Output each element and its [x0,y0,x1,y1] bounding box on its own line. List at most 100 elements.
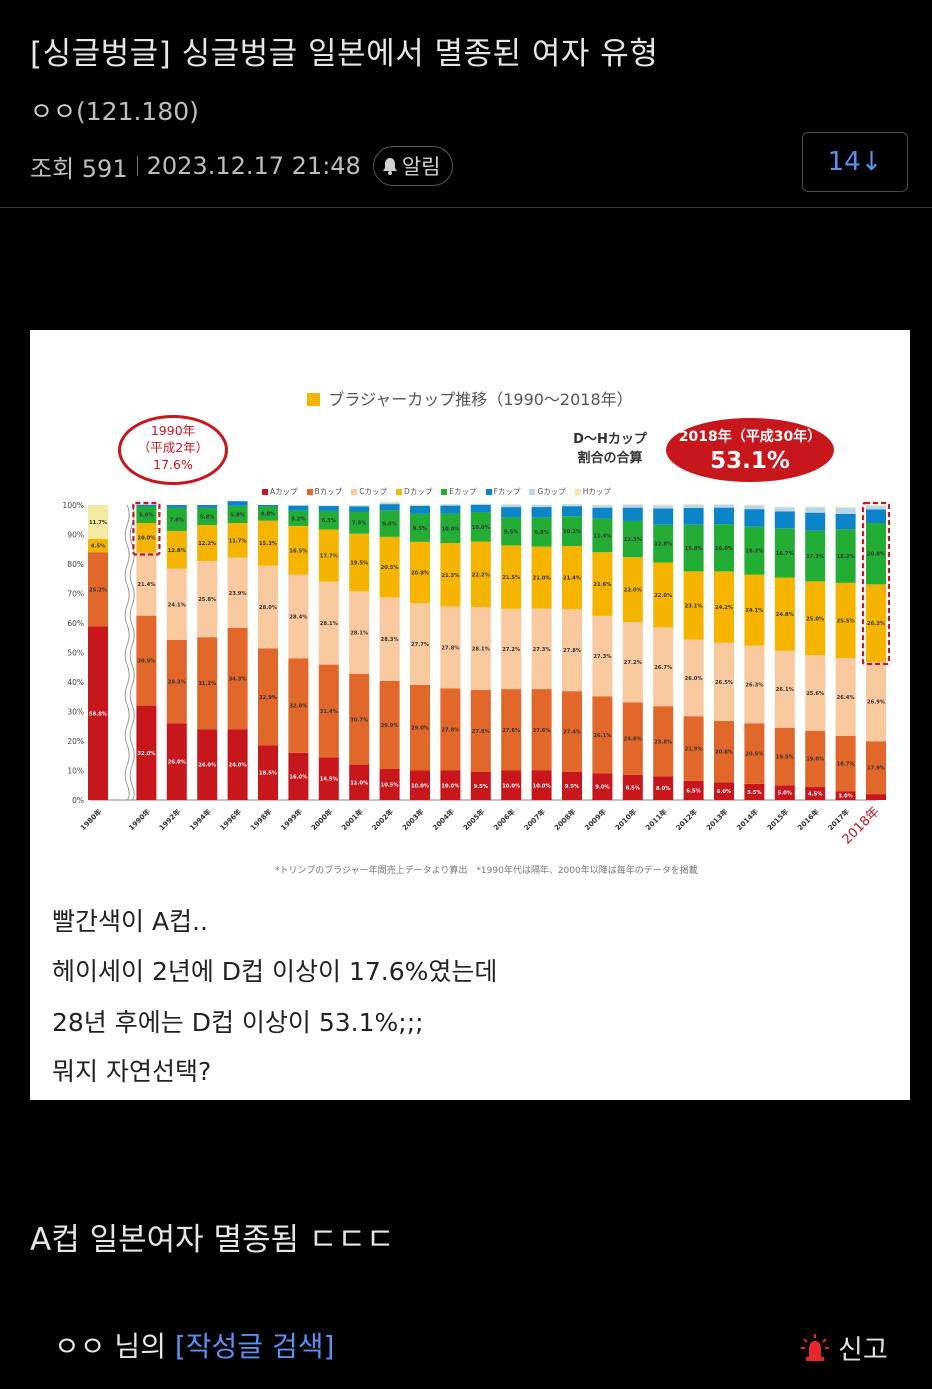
data-label: 11.7% [89,520,108,526]
y-tick-label: 30% [67,708,84,717]
legend-label: Aカップ [270,487,298,496]
x-tick-label: 2009年 [583,807,608,832]
bar-segment [258,648,278,746]
bar-segment [774,785,795,800]
bar-segment [653,524,674,563]
data-label: 28.1% [320,621,339,627]
data-label: 6.3% [322,518,337,524]
bar-segment [592,518,613,553]
author-ip: (121.180) [76,97,199,126]
bar-segment [501,770,522,800]
bar-segment [622,504,643,505]
x-tick-label: 2016年 [796,807,821,832]
bar-segment [166,639,187,724]
bar-segment [866,522,886,585]
x-tick-label: 2011年 [644,807,669,832]
data-label: 24.2% [715,605,734,611]
bar-segment [440,543,461,607]
search-posts-link[interactable]: [작성글 검색] [174,1330,335,1363]
bar-segment [562,504,582,507]
bell-icon [382,158,397,175]
bar-segment [866,584,886,662]
bar-segment [774,650,795,728]
data-label: 32.0% [137,751,156,757]
bar-segment [410,541,430,604]
author-name[interactable]: ㅇㅇ [30,97,77,126]
bar-segment [136,615,157,706]
data-label: 21.5% [441,573,460,579]
data-label: 25.8% [198,597,217,603]
data-label: 10.0% [137,536,156,542]
bar-segment [531,608,552,690]
data-label: 22.0% [654,593,673,599]
bar-segment [835,582,856,659]
bar-segment [835,658,856,736]
bar-segment [136,504,157,507]
bar-segment [714,524,734,572]
bar-segment [410,684,430,771]
data-label: 31.4% [320,709,339,715]
report-button[interactable]: 신고 [800,1328,888,1367]
stacked-bar-chart: 0% 10% 20% 30% 40% 50% 60% 70% 80% 90% 100% 58.8% 25… [63,501,891,847]
bar-segment [88,538,108,553]
bar-segment [805,507,826,513]
legend-item: Fカップ [485,486,520,497]
bubble-1990-line3: 17.6% [153,457,193,472]
comment-count-button[interactable]: 14↓ [802,132,908,192]
chart-title-text: ブラジャーカップ推移（1990〜2018年） [328,390,633,409]
data-label: 15.8% [685,546,704,552]
legend-swatch [574,488,581,495]
bar-segment [410,504,430,505]
data-label: 4.5% [808,791,823,797]
legend-label: Dカップ [404,487,433,496]
data-label: 22.0% [624,588,643,594]
bar-segment [562,503,582,505]
y-tick-label: 20% [67,737,84,746]
bar-segment [227,729,248,800]
data-label: 27.7% [411,642,430,648]
bar-segment [470,541,491,608]
bar-segment [774,577,795,651]
bar-segment [653,627,674,707]
bar-segment [805,581,826,656]
bar-segment [166,530,187,569]
bar-segment [470,505,491,513]
data-label: 28.1% [472,647,491,653]
data-label: 25.6% [806,691,825,697]
bar-segment [349,533,370,592]
bar-segment [774,507,795,512]
bar-segment [744,783,765,800]
data-label: 9.5% [474,784,489,790]
bar-segment [227,501,248,506]
bar-segment [835,507,856,508]
bar-segment [835,529,856,583]
bar-segment [379,504,400,511]
data-label: 26.7% [654,665,673,671]
bar-segment [714,571,734,643]
bar-segment [714,642,734,721]
y-tick-label: 90% [67,531,84,540]
x-tick-label: 2006年 [492,807,517,832]
bubble-2018: 2018年（平成30年） 53.1% [666,418,834,482]
bar-segment [866,741,886,795]
bar-segment [774,506,795,508]
data-label: 26.3% [745,683,764,689]
bar-segment [227,522,248,558]
data-label: 12.3% [624,537,643,543]
data-label: 23.9% [229,591,248,597]
post-author[interactable]: ㅇㅇ(121.180) [30,92,199,128]
alarm-button[interactable]: 알림 [372,146,454,186]
bar-segment [501,689,522,771]
bar-segment [683,524,704,572]
data-label: 27.3% [533,647,552,653]
data-label: 27.6% [533,728,552,734]
data-label: 5.8% [230,512,245,518]
data-label: 10.1% [563,529,582,535]
bar-segment [440,505,461,514]
data-label: 4.8% [261,512,276,518]
data-label: 27.8% [563,648,582,654]
bar-segment [744,574,765,646]
bar-segment [653,508,674,525]
footer-suffix: 님의 [105,1330,175,1363]
bar-segment [866,509,886,523]
